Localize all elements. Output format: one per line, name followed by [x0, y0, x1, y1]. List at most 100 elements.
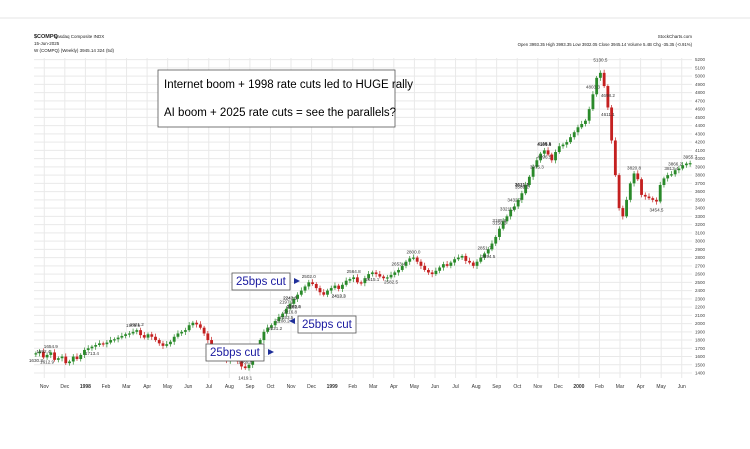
- candle-body: [486, 249, 490, 254]
- price-label: 2653.4: [391, 262, 405, 267]
- candle-body: [60, 356, 64, 359]
- candle-body: [460, 255, 464, 258]
- x-tick-label: Jul: [452, 384, 458, 390]
- candle-body: [520, 193, 524, 200]
- candle-body: [183, 330, 187, 332]
- candle-body: [385, 277, 389, 279]
- candle-body: [423, 265, 427, 270]
- candle-body: [602, 72, 606, 87]
- price-label: 2851.7: [477, 245, 491, 250]
- candle-body: [344, 280, 348, 285]
- price-label: 3866.2: [668, 162, 682, 167]
- y-tick-label: 2300: [695, 296, 706, 301]
- candle-body: [561, 144, 565, 147]
- candle-body: [169, 341, 172, 345]
- candle-body: [587, 109, 591, 121]
- candle-body: [382, 276, 385, 279]
- candle-body: [202, 327, 206, 334]
- candle-body: [580, 123, 584, 128]
- candle-body: [490, 243, 494, 250]
- candle-body: [393, 272, 397, 275]
- x-tick-label: Oct: [513, 384, 521, 390]
- candle-body: [34, 353, 38, 355]
- candle-body: [165, 344, 169, 346]
- candle-body: [180, 331, 184, 334]
- candle-body: [453, 259, 457, 263]
- cut-label-3: 25bps cut: [210, 347, 261, 359]
- candle-body: [542, 150, 546, 154]
- y-tick-label: 3300: [695, 214, 706, 219]
- candle-body: [71, 356, 75, 362]
- annotation-box: Internet boom + 1998 rate cuts led to HU…: [157, 69, 413, 128]
- candle-body: [296, 294, 299, 299]
- candle-body: [284, 308, 288, 314]
- y-tick-label: 3700: [695, 181, 706, 186]
- candle-body: [516, 199, 520, 207]
- candle-body: [322, 292, 326, 295]
- candle-body: [512, 206, 516, 210]
- candle-body: [94, 345, 98, 347]
- x-tick-label: Feb: [595, 384, 604, 390]
- candle-body: [684, 163, 688, 166]
- candle-body: [670, 174, 673, 176]
- candle-body: [479, 257, 483, 262]
- price-label: 1612.9: [40, 359, 54, 364]
- price-label: 3321.3: [500, 207, 514, 212]
- candle-body: [370, 272, 374, 275]
- price-label: 1654.9: [44, 344, 58, 349]
- y-tick-label: 3200: [695, 222, 706, 227]
- price-label: 3432.7: [507, 197, 521, 202]
- candle-body: [109, 340, 113, 343]
- candle-body: [374, 272, 378, 275]
- annotation-line-1: Internet boom + 1998 rate cuts led to HU…: [164, 79, 413, 91]
- x-tick-label: Aug: [472, 384, 481, 390]
- y-tick-label: 1700: [695, 346, 706, 351]
- x-tick-label: Jun: [431, 384, 439, 390]
- y-tick-label: 3100: [695, 230, 706, 235]
- candle-body: [539, 153, 543, 161]
- candle-body: [595, 77, 599, 95]
- candle-body: [400, 265, 404, 270]
- y-tick-label: 3000: [695, 239, 706, 244]
- price-label: 4096.5: [537, 155, 551, 160]
- price-label: 4108.8: [537, 142, 551, 147]
- x-tick-label: May: [410, 384, 420, 390]
- candle-body: [456, 257, 460, 260]
- y-tick-label: 4800: [695, 90, 706, 95]
- candle-body: [681, 165, 685, 169]
- cut-callout-2: 25bps cut: [289, 315, 357, 334]
- price-label: 2285.0: [287, 304, 301, 309]
- y-tick-label: 4900: [695, 82, 706, 87]
- price-label: 3621.1: [515, 182, 529, 187]
- candle-body: [154, 336, 157, 341]
- candle-body: [625, 199, 628, 217]
- candle-body: [359, 282, 363, 284]
- x-tick-label: 2000: [573, 384, 584, 390]
- candle-body: [584, 120, 587, 124]
- candle-body: [86, 348, 90, 350]
- y-tick-label: 2100: [695, 313, 706, 318]
- candle-body: [56, 358, 60, 360]
- y-tick-label: 3500: [695, 197, 706, 202]
- price-label: 3185.6: [492, 218, 506, 223]
- candle-body: [550, 154, 554, 161]
- price-label: 2502.0: [302, 274, 316, 279]
- candle-body: [135, 330, 139, 332]
- price-label: 2242.0: [283, 296, 297, 301]
- candle-body: [632, 173, 636, 184]
- candle-body: [187, 325, 191, 331]
- x-tick-label: Feb: [102, 384, 111, 390]
- candle-body: [524, 185, 528, 194]
- x-tick-label: Nov: [287, 384, 296, 390]
- cut-box-1: [231, 272, 291, 291]
- candle-body: [546, 150, 550, 155]
- price-label: 2412.3: [332, 294, 346, 299]
- candle-body: [150, 334, 154, 337]
- candle-body: [90, 346, 94, 349]
- candle-body: [651, 198, 655, 200]
- candle-body: [427, 269, 430, 273]
- candle-body: [464, 255, 468, 261]
- candle-body: [494, 236, 498, 244]
- y-tick-label: 4700: [695, 98, 706, 103]
- price-label: 3150.3: [492, 221, 506, 226]
